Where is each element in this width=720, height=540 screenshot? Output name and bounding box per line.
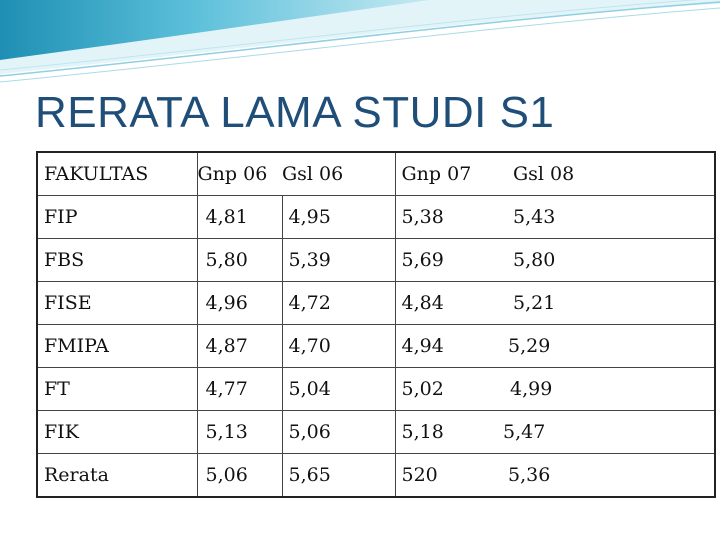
value-cell: 5,02 [395, 367, 498, 411]
faculty-cell: Rerata [37, 453, 198, 498]
value-cell: 5,29 [498, 324, 715, 368]
table-row-average: Rerata 5,06 5,65 520 5,36 [37, 453, 715, 498]
value-cell: 5,38 [395, 195, 498, 239]
value-cell: 4,96 [197, 281, 283, 325]
faculty-cell: FBS [37, 238, 198, 282]
value-cell: 4,70 [282, 324, 396, 368]
header-cell-fakultas: FAKULTAS [37, 152, 198, 196]
header-cell-gnp07: Gnp 07 [395, 152, 498, 196]
value-cell: 5,21 [498, 281, 715, 325]
faculty-cell: FMIPA [37, 324, 198, 368]
decorative-wave-banner [0, 0, 720, 83]
value-cell: 4,94 [395, 324, 498, 368]
table-row: FIP 4,81 4,95 5,38 5,43 [37, 195, 715, 239]
value-cell: 5,06 [197, 453, 283, 498]
value-cell: 4,87 [197, 324, 283, 368]
table-row: FMIPA 4,87 4,70 4,94 5,29 [37, 324, 715, 368]
table-row: FIK 5,13 5,06 5,18 5,47 [37, 410, 715, 454]
table-row: FISE 4,96 4,72 4,84 5,21 [37, 281, 715, 325]
study-duration-table: FAKULTAS Gnp 06 Gsl 06 Gnp 07 Gsl 08 FIP… [36, 151, 716, 498]
value-cell: 5,43 [498, 195, 715, 239]
value-cell: 5,65 [282, 453, 396, 498]
value-cell: 4,84 [395, 281, 498, 325]
value-cell: 4,72 [282, 281, 396, 325]
table-row: FBS 5,80 5,39 5,69 5,80 [37, 238, 715, 282]
value-cell: 4,95 [282, 195, 396, 239]
header-cell-gsl06: Gsl 06 [282, 152, 396, 196]
value-cell: 5,69 [395, 238, 498, 282]
value-cell: 5,39 [282, 238, 396, 282]
value-cell: 5,36 [498, 453, 715, 498]
value-cell: 5,80 [197, 238, 283, 282]
value-cell: 4,81 [197, 195, 283, 239]
value-cell: 4,77 [197, 367, 283, 411]
value-cell: 5,47 [498, 410, 715, 454]
value-cell: 5,18 [395, 410, 498, 454]
faculty-cell: FIP [37, 195, 198, 239]
value-cell: 520 [395, 453, 498, 498]
value-cell: 5,04 [282, 367, 396, 411]
table-header-row: FAKULTAS Gnp 06 Gsl 06 Gnp 07 Gsl 08 [37, 152, 715, 196]
header-cell-gsl08: Gsl 08 [498, 152, 715, 196]
value-cell: 5,13 [197, 410, 283, 454]
value-cell: 5,80 [498, 238, 715, 282]
faculty-cell: FT [37, 367, 198, 411]
faculty-cell: FIK [37, 410, 198, 454]
slide-title: RERATA LAMA STUDI S1 [35, 88, 555, 137]
value-cell: 4,99 [498, 367, 715, 411]
faculty-cell: FISE [37, 281, 198, 325]
header-cell-gnp06: Gnp 06 [197, 152, 282, 196]
value-cell: 5,06 [282, 410, 396, 454]
table-row: FT 4,77 5,04 5,02 4,99 [37, 367, 715, 411]
